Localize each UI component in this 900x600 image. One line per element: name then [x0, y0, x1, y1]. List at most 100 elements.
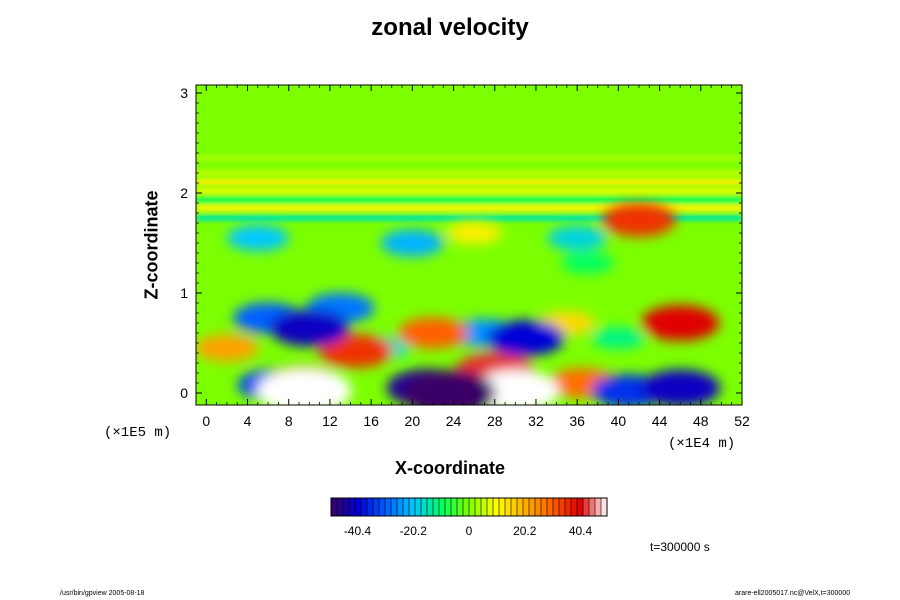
y-axis-label: Z-coordinate: [141, 190, 162, 300]
feature-group: [196, 203, 721, 405]
colorbar-swatch-15: [421, 498, 428, 516]
heatmap-feature-11: [601, 203, 677, 237]
heatmap-feature-10: [641, 305, 720, 341]
colorbar-swatch-37: [553, 498, 560, 516]
heatmap-band-3: [196, 188, 742, 194]
x-tick-label-1: 4: [244, 413, 252, 429]
x-tick-label-3: 12: [322, 413, 338, 429]
y-axis: 0 1 2 3: [180, 85, 742, 401]
colorbar-swatch-17: [433, 498, 440, 516]
colorbar-swatch-26: [487, 498, 494, 516]
colorbar-tick-label-3: 20.2: [513, 524, 537, 538]
band-group: [196, 155, 742, 221]
colorbar-swatch-25: [481, 498, 488, 516]
colorbar-swatch-21: [457, 498, 464, 516]
heatmap-feature-25: [590, 327, 646, 349]
y-tick-label-2: 2: [180, 185, 188, 201]
x-tick-label-12: 48: [693, 413, 709, 429]
x-tick-label-11: 44: [652, 413, 668, 429]
colorbar-swatch-43: [589, 498, 596, 516]
heatmap-band-0: [196, 215, 742, 221]
colorbar-tick-label-1: -20.2: [400, 524, 428, 538]
heatmap-feature-21: [547, 225, 608, 251]
x-tick-label-6: 24: [446, 413, 462, 429]
x-tick-label-9: 36: [569, 413, 585, 429]
heatmap-background: [196, 85, 742, 405]
colorbar-swatch-33: [529, 498, 536, 516]
colorbar-swatch-19: [445, 498, 452, 516]
colorbar-swatch-40: [571, 498, 578, 516]
heatmap-feature-15: [397, 317, 468, 349]
x-tick-label-2: 8: [285, 413, 293, 429]
colorbar-swatch-44: [595, 498, 602, 516]
heatmap-feature-7: [640, 369, 721, 405]
colorbar-swatch-10: [391, 498, 398, 516]
heatmap-feature-27: [560, 252, 615, 274]
x-axis-label: X-coordinate: [394, 458, 505, 478]
x-tick-label-13: 52: [734, 413, 750, 429]
footer-file: arare-ell2005017.nc@VelX,t=300000: [735, 590, 851, 597]
colorbar-swatch-0: [331, 498, 338, 516]
colorbar-swatch-29: [505, 498, 512, 516]
footer-command: /usr/bin/gpview 2005-08-18: [60, 590, 145, 597]
colorbar-swatch-1: [337, 498, 344, 516]
colorbar-swatch-45: [601, 498, 608, 516]
colorbar-swatch-36: [547, 498, 554, 516]
colorbar-swatch-4: [355, 498, 362, 516]
chart-title: zonal velocity: [371, 14, 529, 41]
colorbar-swatch-8: [379, 498, 386, 516]
heatmap-feature-26: [196, 334, 259, 362]
x-tick-label-7: 28: [487, 413, 503, 429]
x-tick-label-8: 32: [528, 413, 544, 429]
colorbar-swatch-27: [493, 498, 500, 516]
colorbar-tick-label-2: 0: [466, 524, 473, 538]
plot-frame: [195, 84, 743, 406]
heatmap-feature-16: [486, 320, 565, 356]
heatmap-feature-18: [318, 334, 393, 368]
colorbar-swatch-11: [397, 498, 404, 516]
colorbar-frame: [330, 497, 608, 517]
colorbar-tick-label-0: -40.4: [344, 524, 372, 538]
heatmap-field: [196, 85, 742, 405]
heatmap-feature-19: [226, 225, 289, 251]
colorbar-swatch-7: [373, 498, 380, 516]
heatmap-band-2: [196, 197, 742, 203]
heatmap-band-5: [196, 170, 742, 176]
colorbar-swatch-16: [427, 498, 434, 516]
colorbar-swatch-42: [583, 498, 590, 516]
heatmap-feature-0: [256, 368, 352, 405]
colorbar-swatch-31: [517, 498, 524, 516]
colorbar-swatch-28: [499, 498, 506, 516]
colorbar-swatch-23: [469, 498, 476, 516]
x-tick-label-0: 0: [202, 413, 210, 429]
x-axis: 0 4 8 12 16 20 24 28 32 36 40 44 48 52: [202, 85, 750, 429]
y-tick-label-0: 0: [180, 385, 188, 401]
colorbar-swatch-14: [415, 498, 422, 516]
heatmap-feature-4: [401, 370, 496, 405]
colorbar-swatch-12: [403, 498, 410, 516]
y-tick-label-3: 3: [180, 85, 188, 101]
colorbar-swatch-6: [367, 498, 374, 516]
heatmap-band-4: [196, 179, 742, 185]
colorbar-swatch-32: [523, 498, 530, 516]
colorbar-swatch-9: [385, 498, 392, 516]
colorbar-swatch-38: [559, 498, 566, 516]
colorbar-swatch-41: [577, 498, 584, 516]
time-label: t=300000 s: [650, 540, 710, 554]
y-axis-unit: (×1E5 m): [104, 425, 172, 441]
colorbar-swatch-24: [475, 498, 482, 516]
heatmap-feature-22: [446, 222, 502, 244]
colorbar-swatch-34: [535, 498, 542, 516]
colorbar-swatch-22: [463, 498, 470, 516]
colorbar-swatch-18: [439, 498, 446, 516]
colorbar-swatch-5: [361, 498, 368, 516]
heatmap-band-1: [196, 205, 742, 211]
colorbar-swatch-39: [565, 498, 572, 516]
colorbar: -40.4 -20.2 0 20.2 40.4: [330, 497, 608, 538]
y-tick-label-1: 1: [180, 285, 188, 301]
x-axis-unit: (×1E4 m): [668, 436, 736, 452]
colorbar-swatch-30: [511, 498, 518, 516]
x-tick-label-10: 40: [611, 413, 627, 429]
x-tick-label-5: 20: [405, 413, 421, 429]
